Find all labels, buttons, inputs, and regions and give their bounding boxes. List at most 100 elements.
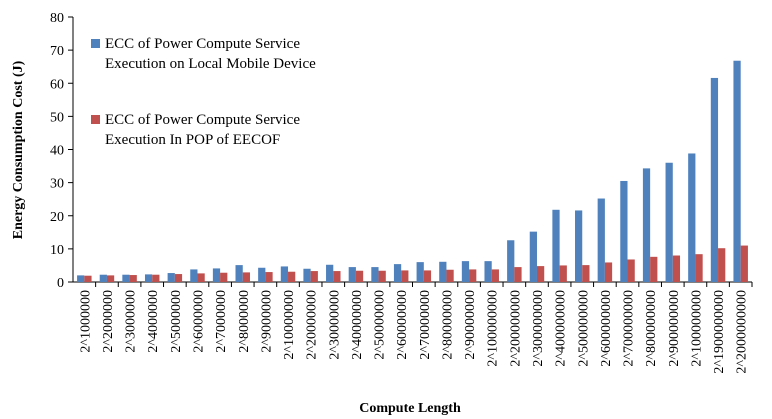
bar [242, 272, 250, 282]
x-tick-label: 2^3000000 [124, 290, 139, 353]
x-tick-label: 2^50000000 [373, 290, 388, 360]
bar [310, 271, 318, 282]
bar [106, 275, 115, 282]
bar [740, 245, 748, 282]
bar [129, 275, 137, 282]
bar [235, 265, 243, 282]
bar [423, 270, 432, 282]
x-tick-label: 2^70000000 [418, 290, 433, 360]
bar [197, 273, 205, 282]
x-axis-title: Compute Length [359, 401, 461, 416]
bar [152, 274, 160, 282]
bar [582, 265, 590, 282]
bar [348, 267, 356, 282]
x-tick-label: 2^4000000 [146, 290, 161, 353]
bar [627, 259, 635, 282]
bar [604, 262, 613, 282]
x-tick-label: 2^2000000000 [735, 290, 750, 374]
bar [665, 162, 673, 282]
x-tick-label: 2^20000000 [305, 290, 320, 360]
x-tick-label: 2^400000000 [554, 290, 569, 367]
x-tick-label: 2^10000000 [282, 290, 297, 360]
y-tick-label: 20 [50, 210, 64, 225]
bar [401, 270, 409, 282]
bar [597, 198, 605, 282]
bar [695, 254, 703, 282]
bar [84, 275, 92, 282]
legend-label: ECC of Power Compute Service Execution o… [105, 36, 316, 72]
bar [710, 77, 719, 282]
bar [99, 274, 107, 282]
legend-swatch [91, 115, 100, 124]
x-tick-label: 2^5000000 [169, 290, 184, 353]
x-tick-label: 2^1900000000 [712, 290, 727, 374]
bar [559, 265, 567, 282]
x-tick-label: 2^600000000 [599, 290, 614, 367]
legend-swatch [91, 39, 100, 48]
bar [280, 266, 289, 282]
bar [258, 267, 266, 282]
y-tick-label: 50 [50, 110, 64, 125]
y-tick-label: 10 [50, 243, 64, 258]
bar [672, 255, 681, 282]
bar [265, 272, 273, 282]
bar [507, 240, 515, 282]
bar [393, 264, 402, 282]
bar [469, 269, 477, 282]
bar [303, 268, 311, 282]
bar [167, 273, 175, 282]
bar [144, 274, 153, 282]
bar [575, 210, 583, 282]
x-tick-label: 2^300000000 [531, 290, 546, 367]
bar [446, 269, 454, 282]
bar [650, 256, 658, 282]
bar [212, 268, 221, 282]
x-tick-label: 2^200000000 [508, 290, 523, 367]
bar [174, 274, 183, 282]
y-tick-label: 0 [57, 276, 64, 291]
bar [529, 231, 537, 282]
bar [326, 264, 334, 282]
bar [461, 261, 470, 282]
x-tick-label: 2^100000000 [486, 290, 501, 367]
x-tick-label: 2^900000000 [667, 290, 682, 367]
x-tick-label: 2^60000000 [395, 290, 410, 360]
bar [122, 274, 130, 282]
bar [733, 60, 741, 282]
y-tick-label: 60 [50, 77, 64, 92]
bar [536, 266, 545, 282]
bar [288, 271, 296, 282]
x-tick-label: 2^40000000 [350, 290, 365, 360]
y-tick-label: 40 [50, 144, 64, 159]
y-axis-title: Energy Consumption Cost (J) [11, 60, 26, 239]
x-tick-label: 2^80000000 [440, 290, 455, 360]
bar [491, 269, 499, 282]
bar [333, 271, 341, 282]
x-tick-label: 2^100000000 [689, 290, 704, 367]
y-tick-label: 70 [50, 44, 64, 59]
bar [642, 168, 651, 282]
bar [620, 180, 628, 282]
bar [190, 269, 198, 282]
bar [220, 272, 228, 282]
x-tick-label: 2^90000000 [463, 290, 478, 360]
x-tick-label: 2^500000000 [576, 290, 591, 367]
bar [514, 267, 522, 282]
y-tick-label: 30 [50, 177, 64, 192]
legend-label: ECC of Power Compute Service Execution I… [105, 112, 300, 148]
bar [439, 261, 447, 282]
y-tick-label: 80 [50, 11, 64, 26]
bar [484, 261, 492, 282]
x-tick-label: 2^700000000 [622, 290, 637, 367]
bar [552, 209, 560, 282]
x-tick-label: 2^9000000 [259, 290, 274, 353]
bar [371, 267, 379, 282]
bar [688, 153, 696, 282]
x-tick-label: 2^6000000 [191, 290, 206, 353]
x-tick-label: 2^1000000 [78, 290, 93, 353]
bar [378, 270, 386, 282]
x-tick-label: 2^8000000 [237, 290, 252, 353]
bar [718, 248, 726, 282]
